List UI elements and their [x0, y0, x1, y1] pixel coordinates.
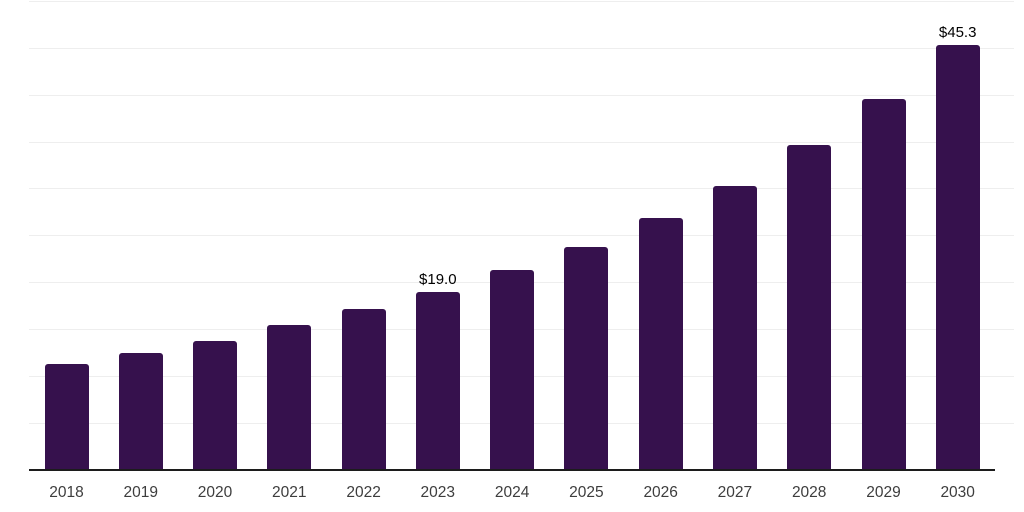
x-tick-label-2021: 2021 — [272, 484, 307, 501]
x-tick-label-2020: 2020 — [197, 484, 233, 501]
bar-2029 — [861, 99, 906, 470]
bar-2028 — [787, 145, 832, 470]
bar-2022 — [341, 309, 386, 470]
gridline-35 — [29, 141, 1014, 143]
x-tick-label-2029: 2029 — [866, 484, 901, 501]
x-tick-label-2028: 2028 — [791, 484, 827, 501]
bar-2020 — [193, 341, 237, 470]
bar-2023 — [415, 291, 460, 470]
x-tick-label-2024: 2024 — [494, 484, 530, 501]
bar-2030 — [935, 45, 980, 470]
x-tick-label-2023: 2023 — [420, 484, 456, 501]
gridline-25 — [29, 235, 1014, 237]
gridline-30 — [29, 188, 1014, 190]
bar-2021 — [267, 325, 312, 470]
bar-2026 — [638, 218, 683, 470]
gridline-50 — [29, 1, 1014, 2]
bar-2018 — [44, 363, 89, 470]
x-tick-label-2019: 2019 — [123, 484, 159, 501]
bar-2025 — [564, 246, 609, 470]
x-tick-label-2027: 2027 — [717, 484, 753, 501]
x-axis-line — [29, 469, 995, 471]
value-label-2023: $19.0 — [419, 270, 457, 288]
gridline-40 — [29, 94, 1014, 96]
x-tick-label-2030: 2030 — [940, 484, 975, 501]
bar-2027 — [712, 185, 757, 470]
value-label-2030: $45.3 — [938, 24, 977, 41]
x-tick-label-2026: 2026 — [643, 484, 678, 501]
bar-2019 — [118, 353, 163, 470]
x-tick-label-2025: 2025 — [569, 484, 604, 501]
bar-2024 — [490, 269, 535, 470]
x-tick-label-2022: 2022 — [346, 484, 381, 501]
gridline-45 — [29, 47, 1014, 49]
x-tick-label-2018: 2018 — [49, 484, 84, 501]
